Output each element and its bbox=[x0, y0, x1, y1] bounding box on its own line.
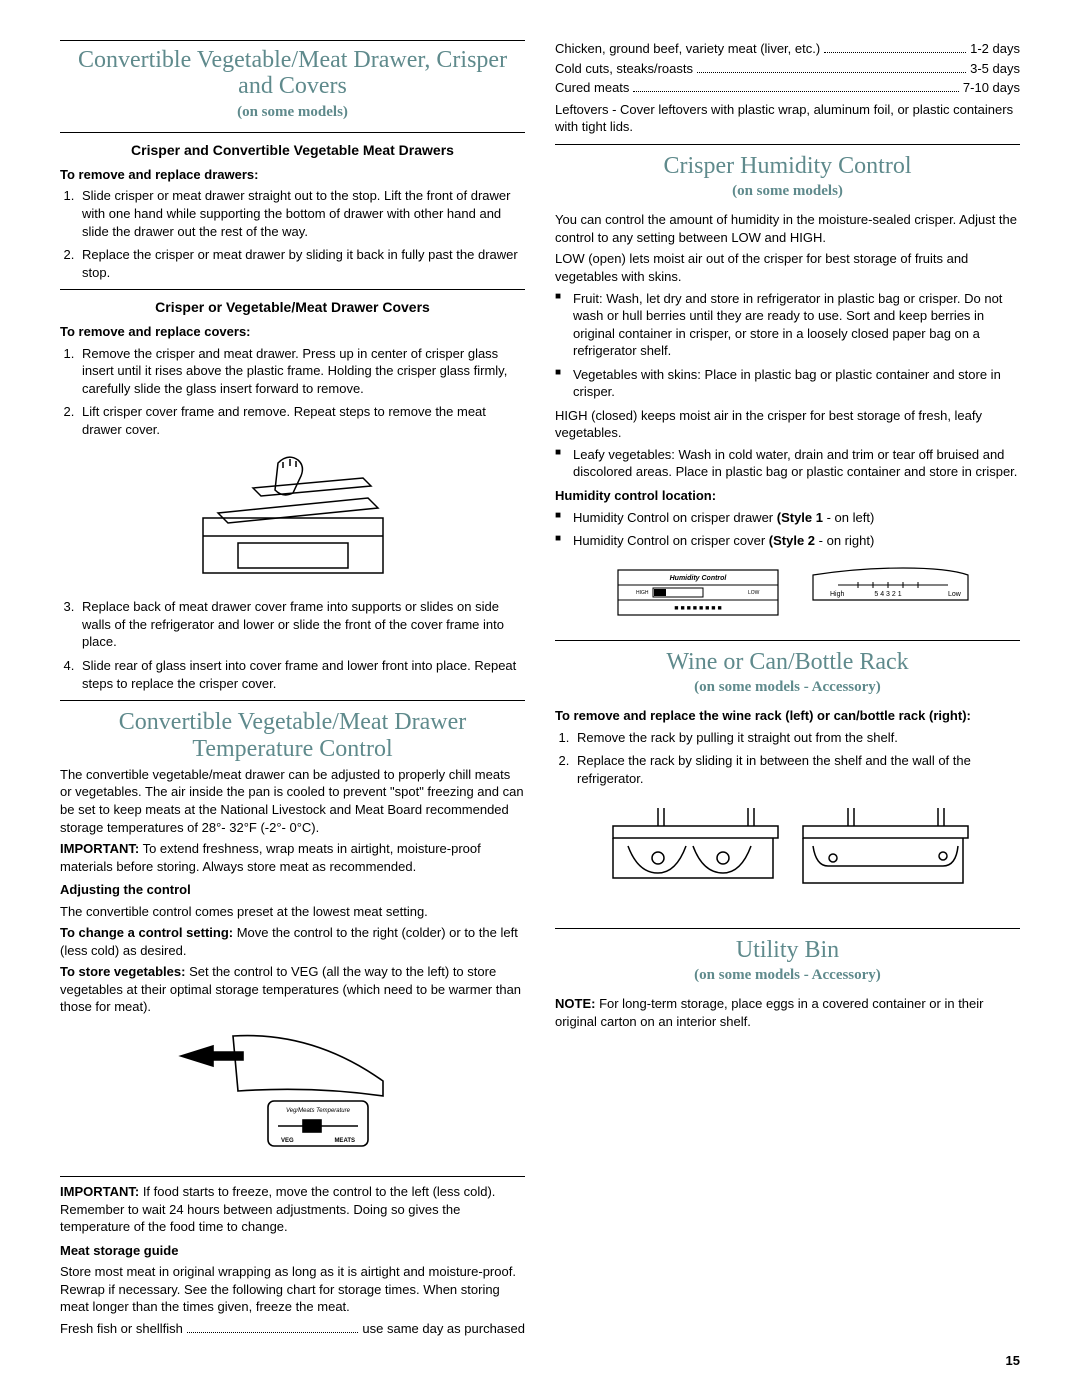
sec1-title: Convertible Vegetable/Meat Drawer, Crisp… bbox=[60, 47, 525, 100]
sec6-title: Utility Bin bbox=[555, 937, 1020, 963]
figure-humidity-control: Humidity Control HIGH LOW ■ ■ ■ ■ ■ ■ ■ … bbox=[555, 560, 1020, 630]
sec3-important: IMPORTANT: If food starts to freeze, mov… bbox=[60, 1183, 525, 1236]
sec3-leftover: Leftovers - Cover leftovers with plastic… bbox=[555, 101, 1020, 136]
rule bbox=[555, 144, 1020, 145]
svg-text:Low: Low bbox=[948, 591, 962, 598]
figure-wine-can-rack bbox=[555, 798, 1020, 918]
sec2-title: Convertible Vegetable/Meat Drawer Temper… bbox=[60, 709, 525, 762]
svg-text:Humidity Control: Humidity Control bbox=[669, 575, 727, 582]
rule-top-left bbox=[60, 40, 525, 41]
sec4-p2: LOW (open) lets moist air out of the cri… bbox=[555, 250, 1020, 285]
sec3-meat-p: Store most meat in original wrapping as … bbox=[60, 1263, 525, 1316]
svg-text:LOW: LOW bbox=[748, 590, 760, 596]
sec4-list-loc: Humidity Control on crisper drawer (Styl… bbox=[555, 509, 1020, 550]
table-row: Fresh fish or shellfishuse same day as p… bbox=[60, 1320, 525, 1338]
table-row: Cured meats7-10 days bbox=[555, 79, 1020, 97]
sec1-subtitle: (on some models) bbox=[60, 102, 525, 122]
sec5-list: Remove the rack by pulling it straight o… bbox=[573, 729, 1020, 788]
sec1-sub-b-bold: To remove and replace covers: bbox=[60, 323, 525, 341]
sec2-important: IMPORTANT: To extend freshness, wrap mea… bbox=[60, 840, 525, 875]
sec5-bold: To remove and replace the wine rack (lef… bbox=[555, 707, 1020, 725]
list-item: Remove the crisper and meat drawer. Pres… bbox=[78, 345, 525, 398]
svg-text:High: High bbox=[830, 591, 845, 598]
rule bbox=[60, 700, 525, 701]
sec1-list-b-top: Remove the crisper and meat drawer. Pres… bbox=[78, 345, 525, 439]
rule bbox=[555, 928, 1020, 929]
sec4-title: Crisper Humidity Control bbox=[555, 153, 1020, 179]
sec1-sub-a-bold: To remove and replace drawers: bbox=[60, 166, 525, 184]
sec5-title: Wine or Can/Bottle Rack bbox=[555, 649, 1020, 675]
sec5-subtitle: (on some models - Accessory) bbox=[555, 677, 1020, 697]
sec1-sub-b: Crisper or Vegetable/Meat Drawer Covers bbox=[60, 298, 525, 317]
rule bbox=[60, 289, 525, 290]
list-item: Vegetables with skins: Place in plastic … bbox=[555, 366, 1020, 401]
svg-text:Veg/Meats Temperature: Veg/Meats Temperature bbox=[286, 1108, 351, 1114]
figure-crisper-cover bbox=[60, 448, 525, 588]
table-row: Chicken, ground beef, variety meat (live… bbox=[555, 40, 1020, 58]
sec4-loc-bold: Humidity control location: bbox=[555, 487, 1020, 505]
sec6-subtitle: (on some models - Accessory) bbox=[555, 965, 1020, 985]
sec2-p1: The convertible vegetable/meat drawer ca… bbox=[60, 766, 525, 836]
sec4-list-high: Leafy vegetables: Wash in cold water, dr… bbox=[555, 446, 1020, 481]
sec2-adj-p1: The convertible control comes preset at … bbox=[60, 903, 525, 921]
list-item: Replace back of meat drawer cover frame … bbox=[78, 598, 525, 651]
rule-top-right bbox=[60, 1176, 525, 1177]
sec4-p1: You can control the amount of humidity i… bbox=[555, 211, 1020, 246]
list-item: Slide crisper or meat drawer straight ou… bbox=[78, 187, 525, 240]
sec1-sub-a: Crisper and Convertible Vegetable Meat D… bbox=[60, 141, 525, 160]
list-item: Replace the rack by sliding it in betwee… bbox=[573, 752, 1020, 787]
sec2-adj-bold: Adjusting the control bbox=[60, 881, 525, 899]
figure-temp-control: Veg/Meats Temperature VEG MEATS bbox=[60, 1026, 525, 1166]
list-item: Humidity Control on crisper cover (Style… bbox=[555, 532, 1020, 550]
list-item: Humidity Control on crisper drawer (Styl… bbox=[555, 509, 1020, 527]
list-item: Leafy vegetables: Wash in cold water, dr… bbox=[555, 446, 1020, 481]
sec3-meat-bold: Meat storage guide bbox=[60, 1242, 525, 1260]
svg-text:MEATS: MEATS bbox=[334, 1138, 355, 1144]
page-number: 15 bbox=[60, 1352, 1020, 1370]
sec6-note: NOTE: For long-term storage, place eggs … bbox=[555, 995, 1020, 1030]
list-item: Remove the rack by pulling it straight o… bbox=[573, 729, 1020, 747]
table-row: Cold cuts, steaks/roasts3-5 days bbox=[555, 60, 1020, 78]
list-item: Replace the crisper or meat drawer by sl… bbox=[78, 246, 525, 281]
sec1-list-a: Slide crisper or meat drawer straight ou… bbox=[78, 187, 525, 281]
svg-text:■ ■ ■ ■ ■ ■ ■ ■: ■ ■ ■ ■ ■ ■ ■ ■ bbox=[674, 605, 721, 612]
svg-text:VEG: VEG bbox=[281, 1138, 294, 1144]
list-item: Lift crisper cover frame and remove. Rep… bbox=[78, 403, 525, 438]
sec4-subtitle: (on some models) bbox=[555, 181, 1020, 201]
sec1-list-b-bottom: Replace back of meat drawer cover frame … bbox=[78, 598, 525, 692]
svg-text:5 4 3 2 1: 5 4 3 2 1 bbox=[874, 591, 901, 598]
list-item: Slide rear of glass insert into cover fr… bbox=[78, 657, 525, 692]
sec2-store: To store vegetables: Set the control to … bbox=[60, 963, 525, 1016]
svg-text:HIGH: HIGH bbox=[636, 590, 649, 596]
sec2-change: To change a control setting: Move the co… bbox=[60, 924, 525, 959]
rule bbox=[60, 132, 525, 133]
rule bbox=[555, 640, 1020, 641]
list-item: Fruit: Wash, let dry and store in refrig… bbox=[555, 290, 1020, 360]
sec4-list-low: Fruit: Wash, let dry and store in refrig… bbox=[555, 290, 1020, 401]
sec4-p3: HIGH (closed) keeps moist air in the cri… bbox=[555, 407, 1020, 442]
